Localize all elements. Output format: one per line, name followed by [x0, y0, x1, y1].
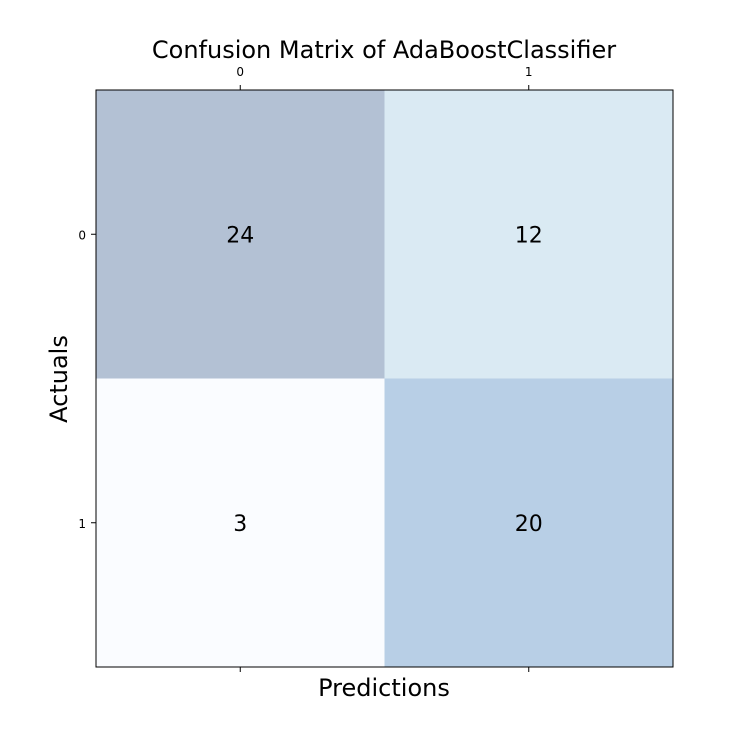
cell-value-label: 20	[515, 512, 543, 537]
y-tick-label: 0	[78, 228, 86, 242]
y-axis-label: Actuals	[45, 335, 73, 423]
matrix-cell-0-0	[96, 90, 385, 379]
chart-title: Confusion Matrix of AdaBoostClassifier	[152, 36, 616, 64]
cell-value-label: 24	[226, 223, 254, 248]
cell-value-label: 12	[515, 223, 543, 248]
x-tick-label: 0	[236, 65, 244, 79]
matrix-cell-0-1	[384, 90, 673, 379]
x-tick-label: 1	[525, 65, 533, 79]
matrix-cell-1-0	[96, 378, 385, 667]
axis-ticks: 0 1 0 1	[78, 65, 533, 672]
y-tick-label: 1	[78, 517, 86, 531]
plot-frame	[95, 89, 674, 668]
x-axis-label: Predictions	[318, 674, 450, 702]
cell-value-label: 3	[233, 512, 247, 537]
matrix-cells: 24 12 3 20	[96, 90, 673, 667]
matrix-cell-1-1	[384, 378, 673, 667]
